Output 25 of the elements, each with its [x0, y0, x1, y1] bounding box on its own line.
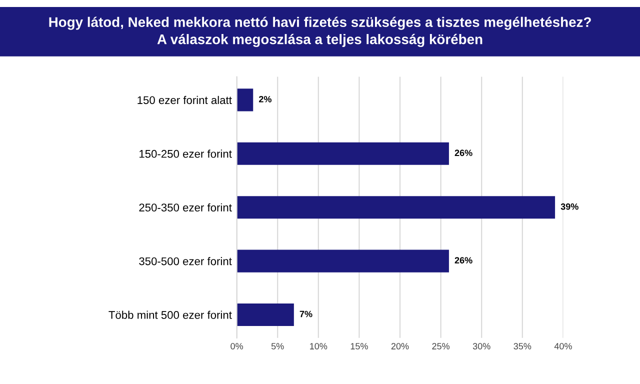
- bar: [236, 250, 449, 272]
- y-tick-label: 350-500 ezer forint: [139, 257, 232, 266]
- x-tick-label: 30%: [472, 343, 490, 350]
- y-tick-label: 150-250 ezer forint: [140, 150, 232, 158]
- bar: [236, 142, 449, 165]
- x-tick-label: 20%: [391, 343, 409, 350]
- data-label: 26%: [454, 150, 472, 156]
- data-label: 26%: [454, 257, 472, 264]
- y-tick-label: 150 ezer forint alatt: [138, 96, 232, 104]
- bar: [236, 88, 254, 112]
- x-tick-label: 25%: [432, 343, 450, 350]
- x-tick-label: 10%: [310, 343, 328, 350]
- x-tick-label: 0%: [230, 343, 244, 350]
- chart-title: Hogy látod, Neked mekkora nettó havi fizetés szükséges a tisztes megélhetéshez? A válaszok megoszlása a teljes lakosság körében: [49, 16, 591, 48]
- x-tick-label: 5%: [271, 343, 284, 350]
- data-label: 7%: [300, 310, 312, 318]
- y-tick-label: 250-350 ezer forint: [139, 203, 232, 212]
- data-label: 2%: [258, 96, 272, 102]
- x-tick-label: 15%: [350, 343, 368, 350]
- data-label: 39%: [560, 203, 578, 210]
- x-tick-label: 35%: [514, 343, 532, 350]
- bar: [236, 196, 556, 219]
- x-tick-label: 40%: [554, 343, 572, 350]
- y-tick-label: Több mint 500 ezer forint: [108, 310, 232, 319]
- bar: [236, 303, 294, 326]
